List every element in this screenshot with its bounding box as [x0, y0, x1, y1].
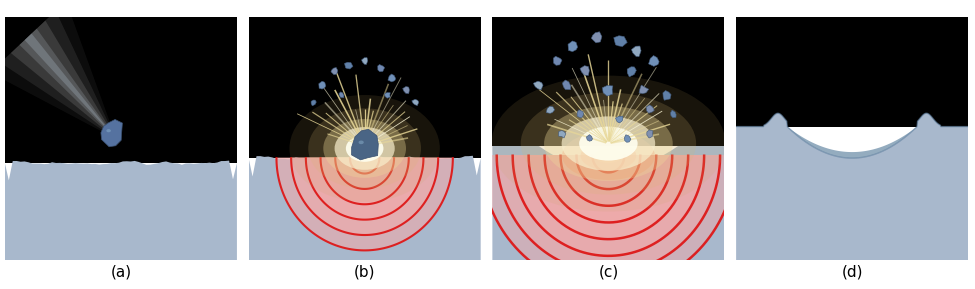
Polygon shape	[568, 41, 577, 52]
Polygon shape	[20, 29, 112, 134]
Polygon shape	[5, 161, 237, 260]
Polygon shape	[384, 92, 390, 98]
Polygon shape	[591, 32, 602, 43]
Polygon shape	[632, 46, 642, 57]
Polygon shape	[0, 1, 113, 136]
Polygon shape	[528, 156, 688, 239]
Polygon shape	[513, 156, 704, 256]
Polygon shape	[546, 106, 555, 113]
Ellipse shape	[346, 135, 383, 162]
Polygon shape	[736, 113, 968, 260]
Ellipse shape	[562, 116, 655, 171]
Polygon shape	[646, 105, 654, 113]
Polygon shape	[577, 110, 583, 118]
Polygon shape	[787, 127, 917, 158]
Polygon shape	[639, 85, 648, 94]
Ellipse shape	[324, 119, 406, 178]
Polygon shape	[627, 67, 637, 77]
Text: (b): (b)	[354, 264, 375, 279]
Text: (a): (a)	[110, 264, 132, 279]
Ellipse shape	[544, 106, 673, 181]
Text: (d): (d)	[841, 264, 863, 279]
Polygon shape	[306, 158, 423, 220]
Polygon shape	[648, 55, 659, 66]
Polygon shape	[576, 156, 641, 189]
Polygon shape	[671, 110, 676, 118]
Polygon shape	[344, 62, 353, 69]
Polygon shape	[646, 130, 653, 138]
Ellipse shape	[579, 127, 638, 161]
Polygon shape	[603, 86, 613, 96]
Polygon shape	[319, 81, 326, 89]
Polygon shape	[533, 81, 543, 90]
Polygon shape	[24, 34, 112, 134]
Polygon shape	[736, 17, 968, 127]
Polygon shape	[11, 21, 112, 135]
Polygon shape	[559, 131, 566, 138]
Polygon shape	[593, 156, 624, 173]
Ellipse shape	[580, 141, 637, 170]
Ellipse shape	[106, 129, 111, 132]
Ellipse shape	[308, 108, 421, 188]
Ellipse shape	[521, 92, 696, 194]
Polygon shape	[624, 135, 631, 142]
Ellipse shape	[562, 131, 655, 180]
Ellipse shape	[334, 127, 395, 170]
Polygon shape	[403, 86, 409, 94]
Polygon shape	[249, 156, 481, 260]
Polygon shape	[563, 80, 570, 90]
Polygon shape	[481, 156, 736, 289]
Ellipse shape	[359, 140, 364, 144]
Polygon shape	[580, 66, 589, 75]
Polygon shape	[492, 17, 724, 146]
Polygon shape	[615, 116, 623, 123]
Text: (c): (c)	[599, 264, 618, 279]
Polygon shape	[586, 135, 593, 141]
Polygon shape	[663, 90, 671, 100]
Polygon shape	[0, 11, 113, 135]
Polygon shape	[100, 119, 123, 147]
Polygon shape	[496, 156, 721, 273]
Polygon shape	[352, 129, 378, 160]
Polygon shape	[311, 100, 316, 106]
Polygon shape	[331, 68, 337, 75]
Polygon shape	[561, 156, 656, 206]
Polygon shape	[339, 92, 344, 98]
Polygon shape	[292, 158, 438, 235]
Polygon shape	[377, 64, 384, 72]
Polygon shape	[388, 74, 396, 82]
Polygon shape	[321, 158, 409, 204]
Polygon shape	[545, 156, 672, 223]
Polygon shape	[277, 158, 452, 250]
Polygon shape	[362, 58, 368, 64]
Polygon shape	[411, 99, 419, 105]
Polygon shape	[350, 158, 379, 173]
Ellipse shape	[290, 95, 440, 202]
Polygon shape	[335, 158, 394, 189]
Polygon shape	[492, 146, 724, 260]
Ellipse shape	[595, 149, 622, 163]
Ellipse shape	[491, 76, 725, 212]
Polygon shape	[554, 56, 562, 65]
Polygon shape	[613, 36, 627, 47]
Polygon shape	[5, 17, 237, 163]
Polygon shape	[249, 17, 481, 158]
